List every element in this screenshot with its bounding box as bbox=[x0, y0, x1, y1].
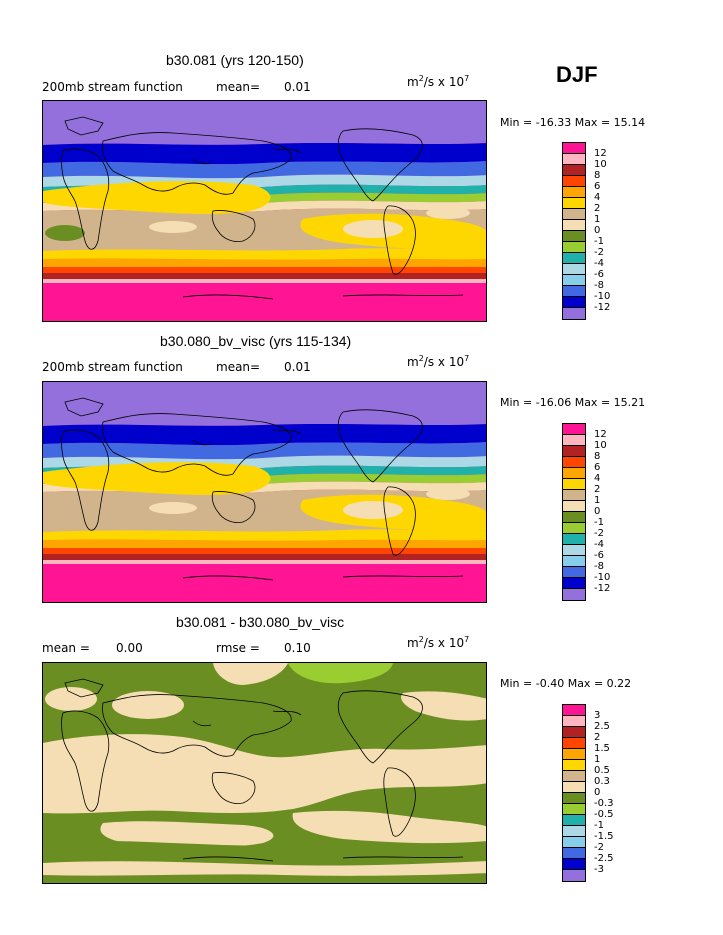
swatch-12 bbox=[563, 143, 585, 154]
swatch-n6 bbox=[563, 264, 585, 275]
swatch-4 bbox=[563, 187, 585, 198]
swatch-6 bbox=[563, 176, 585, 187]
panel2-title: b30.080_bv_visc (yrs 115-134) bbox=[160, 333, 352, 349]
panel2-contour-map bbox=[43, 382, 486, 602]
panel1-map bbox=[42, 100, 487, 322]
swatch-min bbox=[563, 308, 585, 319]
swatch-n4 bbox=[563, 253, 585, 264]
panel1-units: m2/s x 107 bbox=[407, 74, 470, 89]
swatch-10 bbox=[563, 154, 585, 165]
swatch-n10 bbox=[563, 286, 585, 297]
panel3-contour-map bbox=[43, 663, 486, 883]
panel3-colorbar bbox=[562, 704, 586, 882]
panel3-units: m2/s x 107 bbox=[407, 635, 470, 650]
swatch-n8 bbox=[563, 275, 585, 286]
panel2-minmax: Min = -16.06 Max = 15.21 bbox=[500, 396, 646, 409]
panel1-minmax: Min = -16.33 Max = 15.14 bbox=[500, 116, 646, 129]
panel1-field-name: 200mb stream function bbox=[42, 80, 183, 94]
swatch-n2 bbox=[563, 242, 585, 253]
swatch-n1 bbox=[563, 231, 585, 242]
swatch-8 bbox=[563, 165, 585, 176]
swatch-n12 bbox=[563, 297, 585, 308]
panel1-mean-label: mean= bbox=[216, 80, 261, 94]
panel1-contour-map bbox=[43, 101, 486, 321]
panel1-mean-value: 0.01 bbox=[284, 80, 311, 94]
swatch-2 bbox=[563, 198, 585, 209]
panel3-title: b30.081 - b30.080_bv_visc bbox=[176, 614, 345, 630]
panel2-map bbox=[42, 381, 487, 603]
panel3-rmse-label: rmse = bbox=[216, 641, 260, 655]
panel2-mean-value: 0.01 bbox=[284, 360, 311, 374]
season-label: DJF bbox=[556, 62, 598, 87]
panel2-mean-label: mean= bbox=[216, 360, 261, 374]
swatch-0 bbox=[563, 220, 585, 231]
swatch-1 bbox=[563, 209, 585, 220]
panel3-rmse-value: 0.10 bbox=[284, 641, 311, 655]
panel3-map bbox=[42, 662, 487, 884]
panel2-colorbar bbox=[562, 423, 586, 601]
panel1-title: b30.081 (yrs 120-150) bbox=[166, 52, 304, 68]
panel2-field-name: 200mb stream function bbox=[42, 360, 183, 374]
panel1-colorbar bbox=[562, 142, 586, 320]
panel3-minmax: Min = -0.40 Max = 0.22 bbox=[500, 677, 632, 690]
panel2-units: m2/s x 107 bbox=[407, 354, 470, 369]
panel3-mean-value: 0.00 bbox=[116, 641, 143, 655]
panel3-mean-label: mean = bbox=[42, 641, 90, 655]
